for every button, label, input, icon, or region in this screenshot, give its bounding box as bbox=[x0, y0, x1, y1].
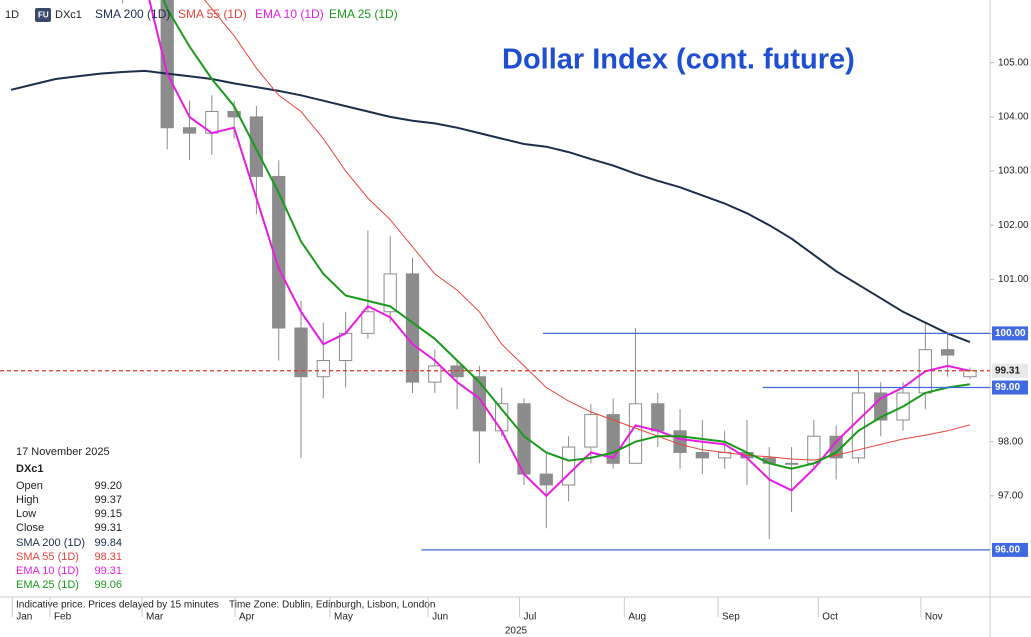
indicator-line bbox=[10, 69, 971, 344]
candle-body bbox=[361, 311, 375, 334]
legend-entry: EMA 25 (1D) bbox=[329, 7, 398, 21]
candle-body bbox=[294, 327, 308, 378]
y-tick-label: 104.00 bbox=[998, 112, 1029, 123]
candle-body bbox=[227, 110, 241, 118]
plot-area bbox=[10, 0, 977, 540]
symbol-icon bbox=[35, 8, 51, 22]
icon-glyph: FU bbox=[38, 11, 49, 20]
legend-entry: SMA 55 (1D) bbox=[178, 7, 247, 21]
footer-note: Indicative price. Prices delayed by 15 m… bbox=[16, 600, 219, 611]
x-tick-label: Nov bbox=[925, 612, 943, 623]
x-tick-label: Sep bbox=[722, 612, 740, 623]
info-value: 99.20 bbox=[94, 480, 122, 492]
level-badge bbox=[992, 542, 1028, 557]
x-tick-label: Jul bbox=[524, 612, 537, 623]
info-panel bbox=[10, 440, 135, 595]
candle-body bbox=[584, 414, 598, 448]
symbol: DXc1 bbox=[55, 9, 82, 21]
time-zone: Time Zone: Dublin, Edinburgh, Lisbon, Lo… bbox=[229, 600, 435, 611]
candle-body bbox=[338, 332, 353, 361]
candle-body bbox=[695, 451, 709, 459]
y-tick-label: 97.00 bbox=[998, 490, 1023, 501]
y-tick-label: 105.00 bbox=[998, 57, 1029, 68]
info-label: EMA 25 (1D) bbox=[16, 579, 79, 591]
legend-entry: SMA 200 (1D) bbox=[95, 7, 170, 21]
info-date: 17 November 2025 bbox=[16, 446, 110, 458]
info-label: Low bbox=[16, 508, 36, 520]
interval: 1D bbox=[5, 9, 19, 21]
level-label: 96.00 bbox=[995, 545, 1020, 556]
level-badge bbox=[992, 326, 1028, 341]
info-label: SMA 55 (1D) bbox=[16, 551, 79, 563]
indicator-line bbox=[162, 0, 971, 470]
info-label: Open bbox=[16, 480, 43, 492]
candle-body bbox=[316, 359, 330, 378]
candle-body bbox=[182, 127, 197, 134]
candle-body bbox=[628, 403, 643, 464]
info-label: Close bbox=[16, 522, 44, 534]
x-tick-label: Feb bbox=[54, 612, 72, 623]
x-tick-label: Jun bbox=[432, 612, 448, 623]
info-value: 99.06 bbox=[94, 579, 122, 591]
level-label: 99.00 bbox=[995, 382, 1020, 393]
info-value: 99.37 bbox=[94, 494, 122, 506]
y-tick-label: 102.00 bbox=[998, 220, 1029, 231]
info-label: EMA 10 (1D) bbox=[16, 565, 79, 577]
level-badge bbox=[992, 380, 1028, 395]
info-value: 98.31 bbox=[94, 551, 122, 563]
candle-body bbox=[160, 0, 174, 129]
year-label: 2025 bbox=[505, 626, 528, 637]
x-tick-label: Mar bbox=[146, 612, 164, 623]
candle-body bbox=[941, 349, 955, 356]
chart-title: Dollar Index (cont. future) bbox=[502, 44, 855, 76]
legend-entry: EMA 10 (1D) bbox=[255, 7, 324, 21]
candle-body bbox=[249, 116, 264, 177]
candle-body bbox=[383, 273, 397, 313]
indicator-line bbox=[203, 0, 971, 461]
candle-body bbox=[651, 403, 665, 432]
level-label: 99.31 bbox=[995, 365, 1020, 376]
level-label: 100.00 bbox=[995, 328, 1026, 339]
x-tick-label: Apr bbox=[239, 612, 255, 623]
info-value: 99.15 bbox=[94, 508, 122, 520]
x-tick-label: Jan bbox=[16, 612, 32, 623]
info-label: SMA 200 (1D) bbox=[16, 537, 85, 549]
info-label: High bbox=[16, 494, 39, 506]
level-badge bbox=[992, 363, 1028, 378]
info-value: 99.31 bbox=[94, 522, 122, 534]
x-tick-label: May bbox=[334, 612, 353, 623]
y-tick-label: 98.00 bbox=[998, 436, 1023, 447]
candle-body bbox=[963, 370, 977, 378]
y-tick-label: 103.00 bbox=[998, 166, 1029, 177]
candle-body bbox=[673, 430, 687, 453]
indicator-line bbox=[148, 0, 971, 498]
x-tick-label: Oct bbox=[822, 612, 838, 623]
candle-body bbox=[561, 446, 576, 486]
info-symbol: DXc1 bbox=[16, 463, 44, 475]
candle-body bbox=[472, 376, 487, 432]
info-value: 99.31 bbox=[94, 565, 122, 577]
candle-body bbox=[874, 392, 888, 421]
candle-body bbox=[784, 462, 799, 465]
candle-body bbox=[405, 273, 420, 383]
candle-body bbox=[539, 473, 553, 486]
y-tick-label: 101.00 bbox=[998, 274, 1029, 285]
candle-body bbox=[428, 365, 442, 383]
info-value: 99.84 bbox=[94, 537, 122, 549]
x-tick-label: Aug bbox=[628, 612, 646, 623]
